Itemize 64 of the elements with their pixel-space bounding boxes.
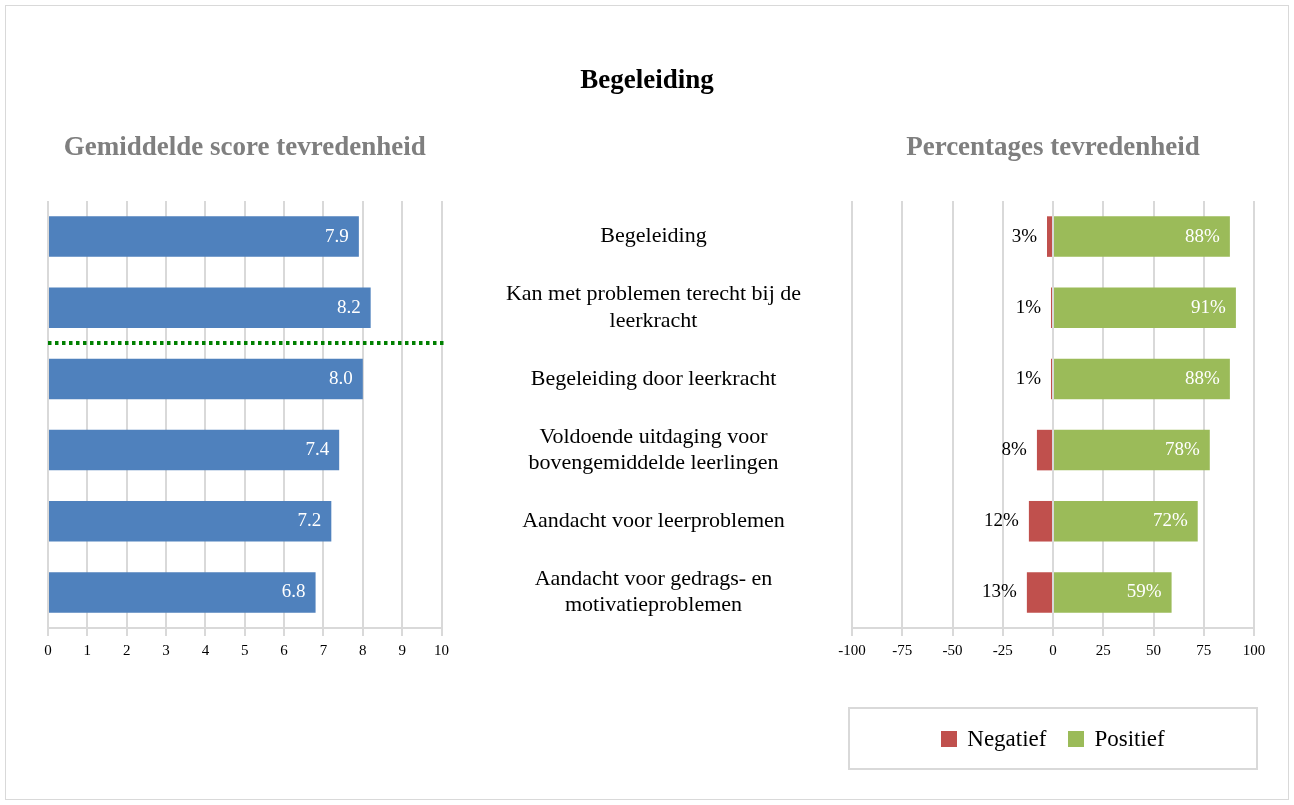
y-tick-label: Voldoende uitdaging voor bovengemiddelde leerlingen — [528, 422, 779, 475]
legend-label: Positief — [1094, 725, 1165, 752]
y-tick-label: Aandacht voor leerproblemen — [522, 507, 785, 533]
x-tick-label: -25 — [992, 641, 1013, 658]
x-tick-label: 0 — [44, 641, 52, 658]
chart-title: Gemiddelde score tevredenheid — [62, 131, 427, 162]
x-tick-label: 9 — [398, 641, 406, 658]
y-tick-label: Kan met problemen terecht bij de leerkracht — [505, 280, 802, 332]
data-label: 88% — [1185, 366, 1221, 388]
data-label: 6.8 — [281, 580, 306, 602]
data-label: 7.4 — [305, 438, 330, 460]
data-label: 13% — [982, 580, 1018, 602]
x-tick-label: 1 — [83, 641, 92, 658]
x-tick-label: -100 — [838, 641, 866, 658]
x-tick-label: -50 — [942, 641, 963, 658]
bar — [49, 216, 359, 257]
x-tick-label: 75 — [1196, 641, 1212, 658]
data-label: 7.9 — [325, 224, 349, 246]
bar — [1046, 216, 1052, 257]
bar — [1054, 500, 1198, 542]
bar — [1026, 572, 1052, 613]
y-tick-label: Begeleiding — [600, 222, 707, 248]
bar — [49, 358, 363, 400]
data-label: 8.2 — [336, 295, 361, 317]
x-tick-label: 50 — [1146, 641, 1161, 658]
legend-label: Negatief — [967, 725, 1047, 752]
bar — [1054, 429, 1210, 471]
y-tick-label: Aandacht voor gedrags- en motivatieproblemen — [534, 565, 773, 617]
x-tick-label: 0 — [1049, 641, 1057, 658]
data-label: 1% — [1015, 366, 1042, 388]
x-tick-label: 100 — [1242, 641, 1266, 658]
bar — [1054, 216, 1230, 257]
x-tick-label: 8 — [359, 641, 367, 658]
bar — [1036, 429, 1052, 471]
bar — [1054, 358, 1230, 400]
data-label: 8% — [1001, 438, 1028, 460]
y-tick-label: Begeleiding door leerkracht — [530, 364, 777, 390]
data-label: 78% — [1164, 438, 1200, 460]
x-tick-label: 6 — [280, 641, 289, 658]
x-tick-label: 7 — [319, 641, 328, 658]
data-label: 59% — [1126, 580, 1162, 602]
x-tick-label: 3 — [162, 641, 170, 658]
bar — [49, 500, 332, 542]
data-label: 72% — [1152, 509, 1188, 531]
x-tick-label: -75 — [892, 641, 913, 658]
bar — [49, 572, 316, 613]
bar — [49, 429, 340, 471]
data-label: 12% — [984, 509, 1020, 531]
chart-title: Percentages tevredenheid — [905, 131, 1201, 162]
x-tick-label: 10 — [434, 641, 449, 658]
bar — [1054, 287, 1236, 329]
data-label: 3% — [1011, 224, 1038, 246]
data-label: 8.0 — [329, 366, 353, 388]
x-tick-label: 25 — [1095, 641, 1111, 658]
data-label: 7.2 — [297, 509, 322, 531]
bar — [49, 287, 371, 329]
bar — [1054, 572, 1172, 613]
x-tick-label: 4 — [201, 641, 210, 658]
bar — [1028, 500, 1052, 542]
data-label: 1% — [1015, 295, 1042, 317]
data-label: 88% — [1185, 224, 1221, 246]
x-tick-label: 2 — [122, 641, 131, 658]
x-tick-label: 5 — [241, 641, 249, 658]
data-label: 91% — [1191, 295, 1227, 317]
